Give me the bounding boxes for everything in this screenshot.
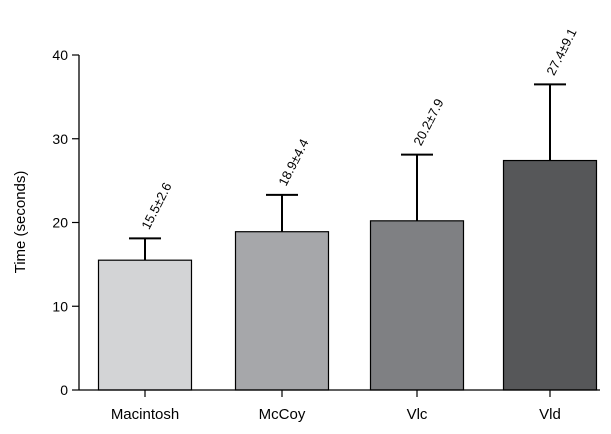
data-label-vld: 27.4±9.1 [543,26,579,78]
x-tick-label-vld: Vld [539,406,561,423]
bar-vld [502,159,598,391]
y-axis-title: Time (seconds) [12,171,29,274]
y-tick-label-0: 0 [60,382,68,398]
data-label-vlc: 20.2±7.9 [410,96,446,148]
y-tick-label-30: 30 [52,131,68,147]
x-tick-label-mccoy: McCoy [259,406,306,423]
y-tick-label-10: 10 [52,298,68,314]
data-label-mccoy: 18.9±4.4 [275,136,311,188]
x-tick-label-macintosh: Macintosh [111,406,179,423]
bars-layer [97,83,598,391]
x-tick-label-vlc: Vlc [407,406,428,423]
data-label-macintosh: 15.5±2.6 [138,180,174,232]
bar-vlc [369,220,465,391]
bar-mccoy [234,231,330,391]
axes-layer [72,54,600,397]
bar-macintosh [97,259,193,391]
y-tick-label-40: 40 [52,47,68,63]
y-tick-label-20: 20 [52,215,68,231]
